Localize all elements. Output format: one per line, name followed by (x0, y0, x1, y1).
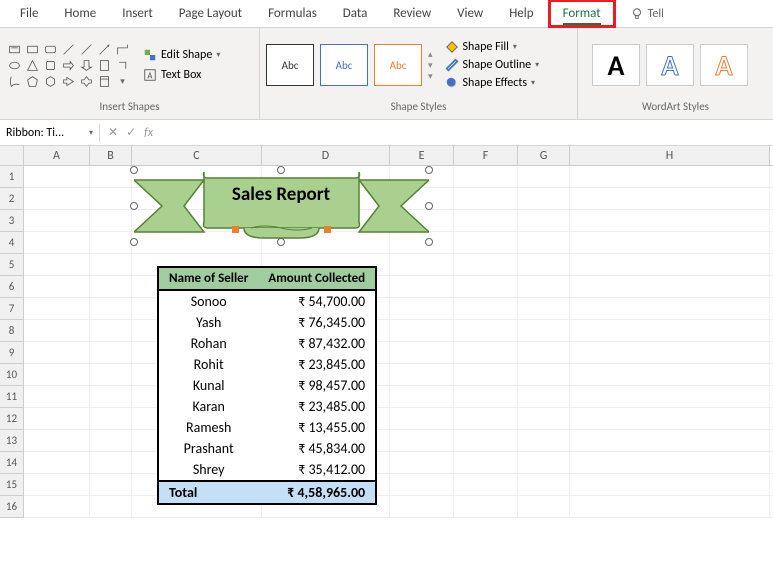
table-row: Shrey₹ 35,412.00 (159, 459, 375, 481)
text-box-icon: A (143, 68, 157, 82)
row-header-10[interactable]: 10 (0, 364, 24, 386)
shape-effects-button[interactable]: Shape Effects ▾ (443, 75, 542, 91)
table-row: Rohan₹ 87,432.00 (159, 333, 375, 354)
shape-outline-button[interactable]: Shape Outline ▾ (443, 57, 542, 73)
row-header-5[interactable]: 5 (0, 254, 24, 276)
table-row: Ramesh₹ 13,455.00 (159, 417, 375, 438)
row-headers: 12345678910111213141516 (0, 166, 24, 518)
text-box-button[interactable]: A Text Box (139, 66, 224, 84)
table-row: Rohit₹ 23,845.00 (159, 354, 375, 375)
row-header-12[interactable]: 12 (0, 408, 24, 430)
row-header-14[interactable]: 14 (0, 452, 24, 474)
shape-fill-button[interactable]: Shape Fill ▾ (443, 39, 542, 55)
tell-me[interactable]: Tell (630, 7, 664, 21)
table-row: Sonoo₹ 54,700.00 (159, 290, 375, 312)
group-label-insert-shapes: Insert Shapes (6, 98, 253, 115)
tab-data[interactable]: Data (331, 2, 380, 25)
col-header-B[interactable]: B (90, 146, 132, 165)
worksheet: ABCDEFGH 12345678910111213141516 Sales R… (0, 146, 773, 518)
row-header-9[interactable]: 9 (0, 342, 24, 364)
row-header-11[interactable]: 11 (0, 386, 24, 408)
cell-grid[interactable]: Sales Report Name of Seller Amount Colle… (24, 166, 773, 518)
shape-style-gallery[interactable]: Abc Abc Abc (266, 44, 422, 86)
shapes-gallery[interactable]: ▾ (6, 42, 131, 89)
chevron-down-icon: ▾ (513, 42, 517, 52)
group-insert-shapes: ▾ Edit Shape ▾ A Text Box Insert Shapes (0, 28, 260, 119)
formula-input[interactable] (161, 122, 773, 143)
column-headers: ABCDEFGH (0, 146, 773, 166)
row-header-16[interactable]: 16 (0, 496, 24, 518)
table-row: Kunal₹ 98,457.00 (159, 375, 375, 396)
group-label-wordart: WordArt Styles (584, 98, 767, 115)
tab-help[interactable]: Help (497, 2, 545, 25)
col-header-H[interactable]: H (570, 146, 770, 165)
formula-bar: Ribbon: Ti... ▾ ✕ ✓ fx (0, 120, 773, 146)
row-header-6[interactable]: 6 (0, 276, 24, 298)
sales-table: Name of Seller Amount Collected Sonoo₹ 5… (157, 266, 377, 505)
table-row: Karan₹ 23,485.00 (159, 396, 375, 417)
chevron-down-icon: ▾ (531, 78, 535, 88)
col-header-E[interactable]: E (390, 146, 454, 165)
table-row: Yash₹ 76,345.00 (159, 312, 375, 333)
cancel-icon[interactable]: ✕ (108, 125, 118, 140)
tab-pagelayout[interactable]: Page Layout (167, 2, 254, 25)
col-header-G[interactable]: G (518, 146, 570, 165)
total-label: Total (159, 481, 258, 503)
edit-shape-button[interactable]: Edit Shape ▾ (139, 46, 224, 64)
row-header-7[interactable]: 7 (0, 298, 24, 320)
ribbon-body: ▾ Edit Shape ▾ A Text Box Insert Shapes … (0, 28, 773, 120)
tab-view[interactable]: View (445, 2, 495, 25)
name-box[interactable]: Ribbon: Ti... ▾ (0, 124, 100, 142)
banner-shape-selected[interactable]: Sales Report (134, 170, 429, 242)
col-header-C[interactable]: C (132, 146, 262, 165)
effects-icon (445, 76, 459, 90)
tab-home[interactable]: Home (52, 2, 108, 25)
col-header-A[interactable]: A (24, 146, 90, 165)
group-shape-styles: Abc Abc Abc ▴▾▾ Shape Fill ▾ Shape Outli… (260, 28, 578, 119)
wordart-gallery[interactable]: A A A (584, 44, 756, 86)
col-header-amount: Amount Collected (258, 268, 375, 290)
chevron-down-icon: ▾ (216, 50, 220, 60)
col-header-F[interactable]: F (454, 146, 518, 165)
ribbon-tabs: File Home Insert Page Layout Formulas Da… (0, 0, 773, 28)
banner-text: Sales Report (232, 183, 331, 206)
bulb-icon (630, 7, 644, 21)
row-header-4[interactable]: 4 (0, 232, 24, 254)
tab-format[interactable]: Format (548, 0, 616, 28)
fill-icon (445, 40, 459, 54)
chevron-down-icon: ▾ (535, 60, 539, 70)
tab-insert[interactable]: Insert (110, 2, 165, 25)
group-label-shape-styles: Shape Styles (266, 98, 571, 115)
col-header-D[interactable]: D (262, 146, 390, 165)
row-header-3[interactable]: 3 (0, 210, 24, 232)
select-all-corner[interactable] (0, 146, 24, 165)
fx-icon[interactable]: fx (144, 126, 153, 140)
row-header-15[interactable]: 15 (0, 474, 24, 496)
tab-review[interactable]: Review (381, 2, 443, 25)
edit-shape-icon (143, 48, 157, 62)
table-row: Prashant₹ 45,834.00 (159, 438, 375, 459)
row-header-2[interactable]: 2 (0, 188, 24, 210)
total-amount: ₹ 4,58,965.00 (258, 481, 375, 503)
group-wordart-styles: A A A WordArt Styles (578, 28, 773, 119)
row-header-13[interactable]: 13 (0, 430, 24, 452)
row-header-8[interactable]: 8 (0, 320, 24, 342)
tab-formulas[interactable]: Formulas (256, 2, 329, 25)
tab-file[interactable]: File (8, 2, 50, 25)
row-header-1[interactable]: 1 (0, 166, 24, 188)
chevron-down-icon: ▾ (89, 128, 93, 138)
col-header-seller: Name of Seller (159, 268, 258, 290)
outline-icon (445, 58, 459, 72)
enter-icon[interactable]: ✓ (126, 125, 136, 140)
